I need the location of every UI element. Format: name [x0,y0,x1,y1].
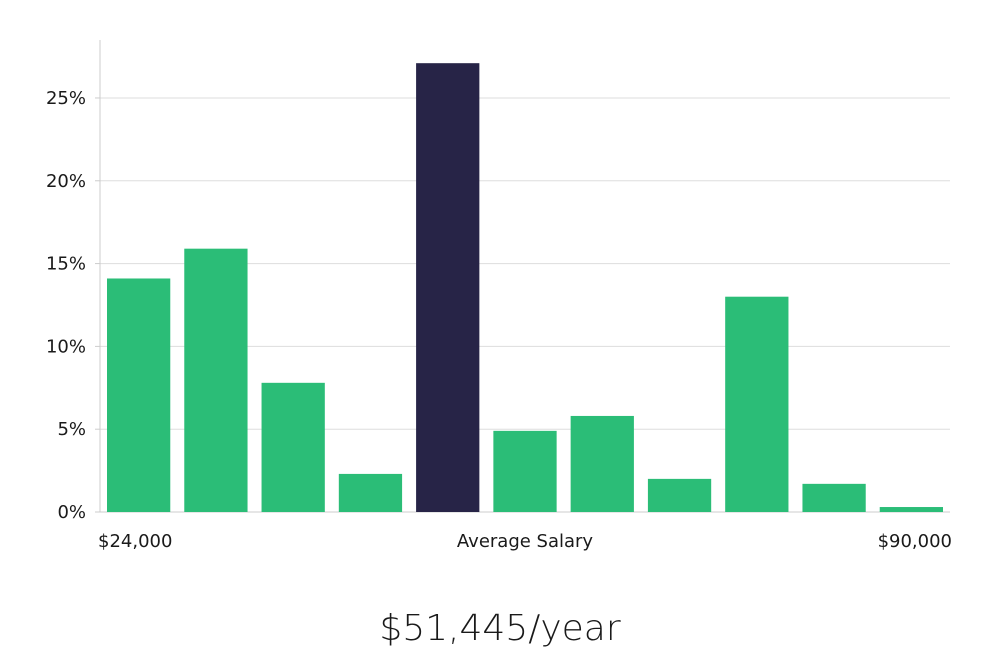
bar [570,415,634,512]
bar [338,473,403,512]
bar [493,430,557,512]
x-label-max: $90,000 [878,531,952,552]
bar [802,483,866,512]
bar [725,296,789,512]
y-tick-label: 10% [46,336,86,357]
salary-distribution-chart: 0%5%10%15%20%25% $24,000 Average Salary … [46,40,952,552]
x-label-average: Average Salary [457,531,594,552]
y-tick-label: 25% [46,88,86,109]
average-salary-value: $51,445/year [379,608,621,649]
bar-average-salary [416,63,480,512]
y-axis-ticks: 0% 5% 10% 15% 20% 25% [46,88,100,523]
y-tick-label: 5% [57,419,86,440]
bar [647,478,712,512]
y-tick-label: 0% [57,502,86,523]
bar [184,248,248,512]
x-label-min: $24,000 [98,531,172,552]
y-tick-label: 20% [46,171,86,192]
bar [879,507,943,512]
bars [107,63,943,512]
y-tick-label: 15% [46,254,86,275]
bar [107,278,171,512]
bar [261,382,325,512]
